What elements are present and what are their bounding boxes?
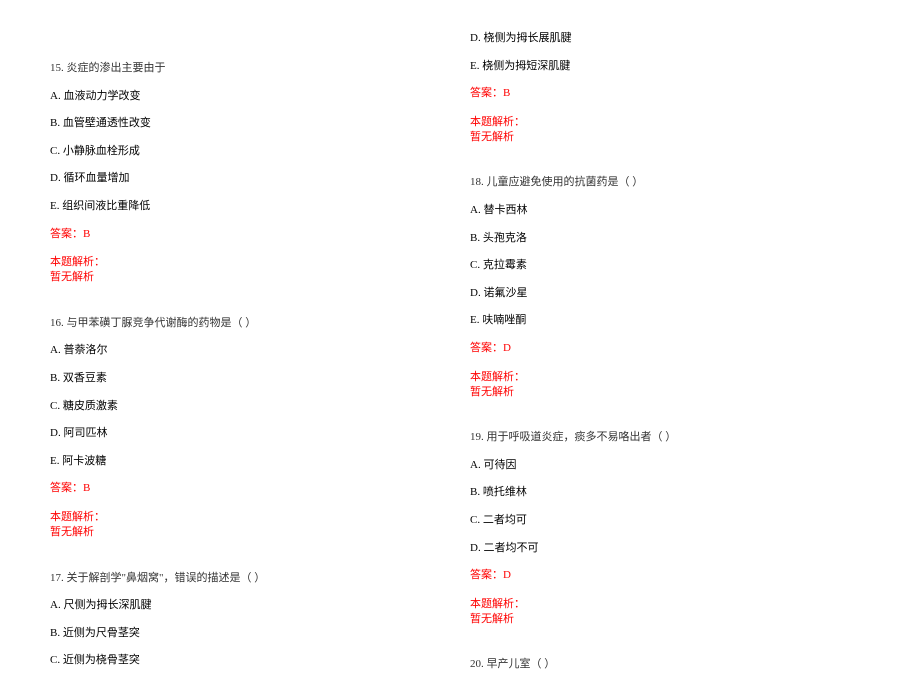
answer-text: 答案：B [50, 226, 450, 244]
right-column: D. 桡侧为拇长展肌腱 E. 桡侧为拇短深肌腱 答案：B 本题解析： 暂无解析 … [460, 30, 880, 631]
explain-text: 暂无解析 [470, 384, 870, 402]
explain-text: 暂无解析 [470, 611, 870, 629]
explain-label: 本题解析： [470, 368, 870, 384]
explain-label: 本题解析： [470, 113, 870, 129]
answer-text: 答案：B [50, 480, 450, 498]
option-text: D. 桡侧为拇长展肌腱 [470, 30, 870, 48]
question-title: 19. 用于呼吸道炎症，痰多不易咯出者（ ） [470, 429, 870, 447]
left-column: 15. 炎症的渗出主要由于 A. 血液动力学改变 B. 血管壁通透性改变 C. … [40, 30, 460, 631]
option-text: C. 小静脉血栓形成 [50, 143, 450, 161]
option-text: C. 克拉霉素 [470, 257, 870, 275]
option-text: A. 可待因 [470, 457, 870, 475]
question-title: 20. 早产儿室（ ） [470, 656, 870, 674]
option-text: B. 双香豆素 [50, 370, 450, 388]
option-text: A. 普萘洛尔 [50, 342, 450, 360]
option-text: C. 二者均可 [470, 512, 870, 530]
option-text: D. 循环血量增加 [50, 170, 450, 188]
option-text: E. 桡侧为拇短深肌腱 [470, 58, 870, 76]
option-text: C. 近侧为桡骨茎突 [50, 652, 450, 670]
option-text: C. 糖皮质激素 [50, 398, 450, 416]
question-title: 18. 儿童应避免使用的抗菌药是（ ） [470, 174, 870, 192]
answer-text: 答案：D [470, 567, 870, 585]
option-text: D. 二者均不可 [470, 540, 870, 558]
option-text: E. 组织间液比重降低 [50, 198, 450, 216]
option-text: D. 诺氟沙星 [470, 285, 870, 303]
option-text: B. 血管壁通透性改变 [50, 115, 450, 133]
question-title: 15. 炎症的渗出主要由于 [50, 60, 450, 78]
question-title: 16. 与甲苯磺丁脲竞争代谢酶的药物是（ ） [50, 315, 450, 333]
option-text: E. 呋喃唑酮 [470, 312, 870, 330]
explain-text: 暂无解析 [470, 129, 870, 147]
option-text: B. 头孢克洛 [470, 230, 870, 248]
option-text: D. 阿司匹林 [50, 425, 450, 443]
answer-text: 答案：B [470, 85, 870, 103]
document-page: 15. 炎症的渗出主要由于 A. 血液动力学改变 B. 血管壁通透性改变 C. … [0, 0, 920, 651]
option-text: E. 阿卡波糖 [50, 453, 450, 471]
option-text: A. 尺侧为拇长深肌腱 [50, 597, 450, 615]
explain-label: 本题解析： [470, 595, 870, 611]
option-text: A. 替卡西林 [470, 202, 870, 220]
explain-text: 暂无解析 [50, 269, 450, 287]
explain-text: 暂无解析 [50, 524, 450, 542]
question-title: 17. 关于解剖学"鼻烟窝"，错误的描述是（ ） [50, 570, 450, 588]
answer-text: 答案：D [470, 340, 870, 358]
explain-label: 本题解析： [50, 253, 450, 269]
option-text: B. 喷托维林 [470, 484, 870, 502]
explain-label: 本题解析： [50, 508, 450, 524]
option-text: B. 近侧为尺骨茎突 [50, 625, 450, 643]
option-text: A. 血液动力学改变 [50, 88, 450, 106]
